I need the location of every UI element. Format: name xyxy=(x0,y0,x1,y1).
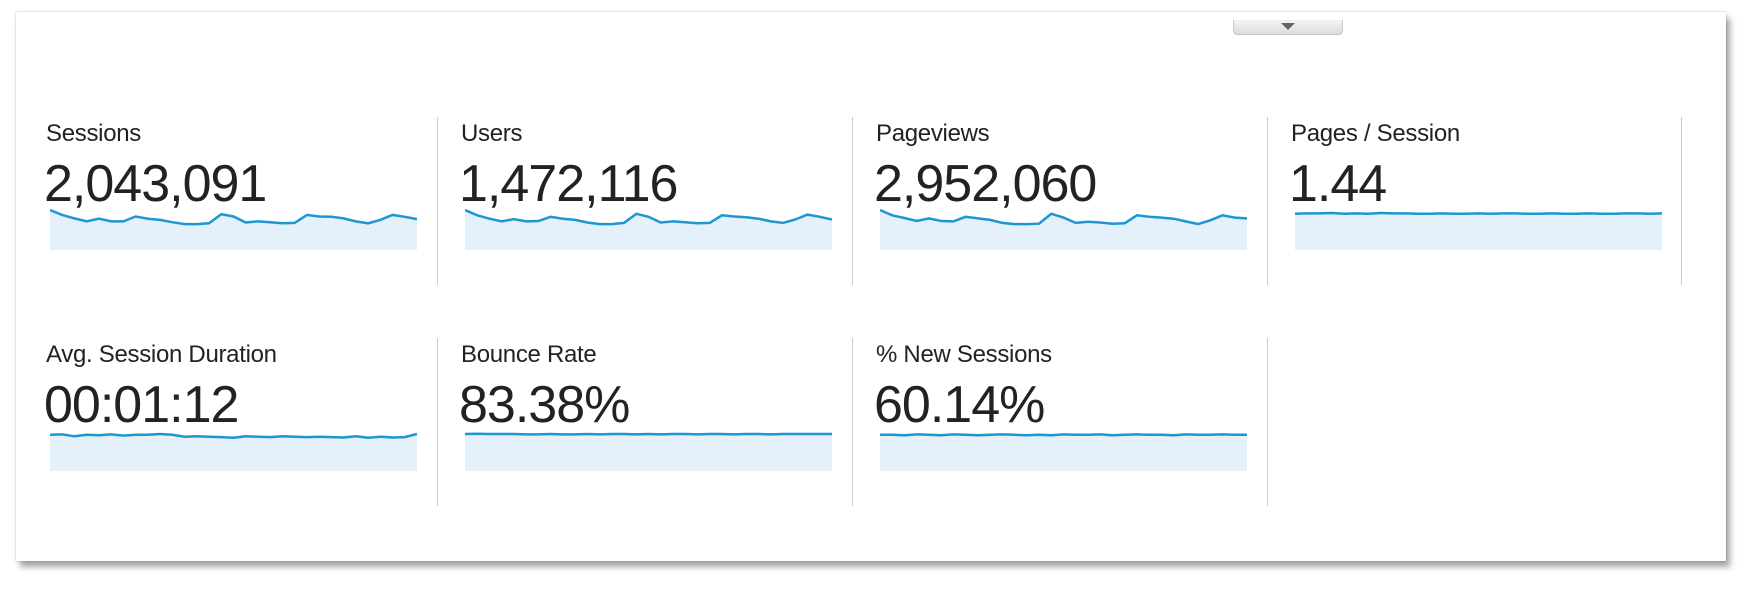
metric-label: Pages / Session xyxy=(1291,120,1460,147)
sparkline-line xyxy=(50,208,417,226)
metric-value: 2,952,060 xyxy=(874,155,1097,213)
sparkline-area xyxy=(50,210,417,250)
metric-value: 2,043,091 xyxy=(44,155,267,213)
sparkline xyxy=(880,208,1247,250)
metric-value: 1.44 xyxy=(1289,155,1387,213)
metric-value: 83.38% xyxy=(459,376,630,434)
sparkline-line xyxy=(1295,211,1662,216)
divider xyxy=(1267,117,1268,285)
metric-label: Users xyxy=(461,120,523,147)
sparkline-area xyxy=(465,433,832,471)
divider xyxy=(437,338,438,506)
divider xyxy=(852,338,853,506)
sparkline-line xyxy=(465,208,832,226)
expand-toggle-button[interactable] xyxy=(1233,20,1343,35)
triangle-down-icon xyxy=(1281,23,1295,30)
sparkline-area xyxy=(465,210,832,250)
sparkline-area xyxy=(50,434,417,471)
sparkline xyxy=(465,432,832,471)
divider xyxy=(1681,117,1682,285)
metric-users[interactable]: Users 1,472,116 xyxy=(459,120,841,290)
sparkline-area xyxy=(880,210,1247,250)
metric-sessions[interactable]: Sessions 2,043,091 xyxy=(44,120,426,290)
sparkline xyxy=(465,208,832,250)
metric-pages-per-session[interactable]: Pages / Session 1.44 xyxy=(1289,120,1671,290)
sparkline-line xyxy=(880,208,1247,226)
divider xyxy=(852,117,853,285)
sparkline xyxy=(50,432,417,471)
metric-value: 60.14% xyxy=(874,376,1045,434)
sparkline-line xyxy=(465,432,832,436)
sparkline-area xyxy=(880,434,1247,471)
sparkline xyxy=(50,208,417,250)
metric-avg-session-duration[interactable]: Avg. Session Duration 00:01:12 xyxy=(44,341,426,511)
metric-value: 00:01:12 xyxy=(44,376,239,434)
metric-label: Bounce Rate xyxy=(461,341,597,368)
metric-label: Sessions xyxy=(46,120,141,147)
sparkline xyxy=(1295,211,1662,250)
divider xyxy=(1267,338,1268,506)
metric-new-sessions[interactable]: % New Sessions 60.14% xyxy=(874,341,1256,511)
metric-label: Avg. Session Duration xyxy=(46,341,277,368)
metric-bounce-rate[interactable]: Bounce Rate 83.38% xyxy=(459,341,841,511)
divider xyxy=(437,117,438,285)
sparkline-line xyxy=(50,432,417,440)
metric-label: Pageviews xyxy=(876,120,990,147)
metric-value: 1,472,116 xyxy=(459,155,678,213)
sparkline xyxy=(880,433,1247,471)
metric-label: % New Sessions xyxy=(876,341,1052,368)
sparkline-line xyxy=(880,433,1247,437)
metric-pageviews[interactable]: Pageviews 2,952,060 xyxy=(874,120,1256,290)
sparkline-area xyxy=(1295,213,1662,250)
